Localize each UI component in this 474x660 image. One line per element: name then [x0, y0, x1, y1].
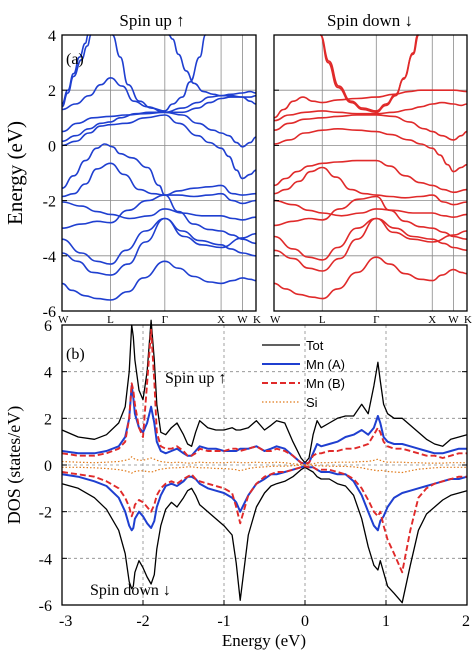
dos-curve-mn-b-dn: [61, 465, 467, 574]
band-y-tick-label: 4: [48, 28, 56, 45]
band-kpoint-label: X: [217, 314, 225, 326]
band-y-tick-label: -4: [43, 249, 56, 266]
band-right-grid: [273, 35, 468, 311]
panel-b: DOS (states/eV) -6 -4 -2 0 2 4 6 -3 -2 -1 0 1 2 Ene…: [4, 318, 470, 650]
spin-down-band: [273, 128, 468, 173]
band-kpoint-label: W: [448, 314, 459, 326]
spin-up-band: [61, 143, 257, 196]
band-y-tick-label: 2: [48, 83, 56, 100]
spin-up-band: [61, 162, 257, 205]
spin-up-band: [168, 34, 257, 97]
dos-x-tick-label: 1: [382, 613, 390, 630]
spin-down-band: [273, 166, 468, 206]
spin-up-band: [61, 217, 257, 265]
spin-up-band: [61, 201, 257, 221]
spin-up-title: Spin up ↑: [119, 11, 184, 30]
band-right-curves: [273, 34, 468, 300]
band-kpoint-label: K: [464, 314, 472, 326]
spin-up-band: [111, 34, 207, 112]
dos-x-tick-label: 2: [462, 613, 470, 630]
dos-curve-si-up: [61, 456, 467, 466]
spin-down-band: [273, 101, 468, 122]
dos-curve-mn-b-up: [61, 328, 467, 465]
band-y-ticks: -6 -4 -2 0 2 4: [43, 28, 279, 321]
dos-x-ticks: -3 -2 -1 0 1 2: [59, 600, 470, 630]
dos-x-axis-label: Energy (eV): [222, 631, 306, 650]
dos-x-tick-label: 0: [301, 613, 309, 630]
dos-y-tick-label: -6: [39, 598, 52, 615]
band-y-tick-label: -2: [43, 194, 56, 211]
spin-up-band: [61, 34, 89, 105]
spin-down-band: [273, 256, 468, 300]
band-kpoint-label: Γ: [373, 314, 379, 326]
spin-up-band: [61, 194, 257, 245]
band-left-curves: [61, 34, 257, 301]
dos-y-tick-label: 6: [44, 318, 52, 335]
dos-y-tick-label: -2: [39, 505, 52, 522]
band-y-tick-label: 0: [48, 138, 56, 155]
spin-up-band: [61, 114, 257, 180]
dos-y-axis-label: DOS (states/eV): [4, 406, 25, 524]
dos-curve-tot-up: [61, 319, 468, 464]
panel-b-label: (b): [66, 346, 85, 363]
dos-y-tick-label: 4: [44, 365, 52, 382]
band-kpoint-label: Γ: [162, 314, 168, 326]
spin-up-band: [61, 77, 257, 114]
dos-x-tick-label: -2: [136, 613, 149, 630]
band-kpoint-label: W: [237, 314, 248, 326]
spin-down-band: [319, 34, 419, 112]
dos-x-tick-label: -3: [59, 613, 72, 630]
dos-grid: [62, 325, 467, 605]
dos-curve-tot-dn: [61, 466, 468, 604]
dos-y-tick-label: 2: [44, 411, 52, 428]
legend-label: Mn (B): [306, 376, 345, 391]
spin-down-band: [273, 89, 468, 119]
band-left-grid: [61, 35, 257, 311]
spin-up-band: [61, 34, 92, 108]
spin-up-band: [61, 260, 257, 301]
spin-down-title: Spin down ↓: [327, 11, 413, 30]
panel-a: Spin up ↑ Spin down ↓ Energy (eV) -6 -4 -2…: [3, 11, 472, 326]
dos-spin-up-annotation: Spin up ↑: [165, 370, 226, 387]
dos-x-tick-label: -1: [217, 613, 230, 630]
band-y-tick-label: -6: [43, 304, 56, 321]
dos-spin-down-annotation: Spin down ↓: [90, 582, 171, 599]
band-kpoint-label: W: [58, 314, 69, 326]
spin-down-band: [273, 217, 468, 272]
spin-up-band: [61, 96, 257, 133]
spin-up-band: [61, 111, 257, 148]
dos-curve-mn-a-up: [61, 384, 467, 465]
spin-down-band: [273, 114, 468, 141]
dos-curves: [61, 319, 468, 604]
spin-down-band: [273, 217, 468, 261]
band-left-frame: [61, 34, 257, 312]
panel-a-label: (a): [66, 51, 84, 68]
band-kpoint-label: L: [107, 314, 114, 326]
legend-label: Mn (A): [306, 357, 345, 372]
spin-down-band: [273, 159, 468, 194]
dos-legend: Tot Mn (A) Mn (B) Si: [262, 338, 345, 410]
band-kpoint-label: K: [253, 314, 261, 326]
dos-y-tick-label: -4: [39, 551, 52, 568]
band-right-frame: [273, 34, 468, 312]
legend-label: Si: [306, 395, 318, 410]
legend-label: Tot: [306, 338, 324, 353]
dos-y-tick-label: 0: [44, 458, 52, 475]
band-kpoint-label: L: [319, 314, 326, 326]
spin-down-band: [273, 195, 468, 240]
band-y-axis-label: Energy (eV): [3, 121, 27, 225]
dos-y-ticks: -6 -4 -2 0 2 4 6: [39, 318, 467, 615]
band-kpoint-label: W: [270, 314, 281, 326]
spin-down-band: [273, 199, 468, 218]
band-kpoint-label: X: [428, 314, 436, 326]
dos-curve-si-dn: [62, 464, 467, 474]
